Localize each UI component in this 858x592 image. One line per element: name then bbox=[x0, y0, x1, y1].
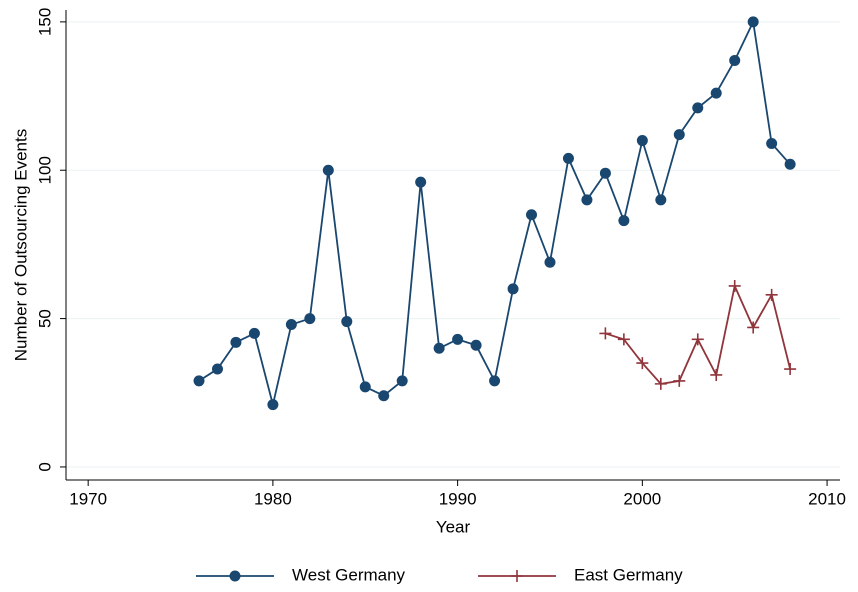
marker bbox=[452, 333, 464, 345]
marker bbox=[193, 375, 205, 387]
marker bbox=[267, 399, 279, 411]
marker bbox=[526, 209, 538, 221]
x-tick-label: 2000 bbox=[623, 489, 661, 508]
legend-label: East Germany bbox=[574, 565, 683, 584]
marker bbox=[341, 316, 353, 328]
marker bbox=[396, 375, 408, 387]
marker bbox=[415, 176, 427, 188]
marker bbox=[729, 54, 741, 66]
marker bbox=[470, 339, 482, 351]
marker bbox=[692, 102, 704, 114]
y-tick-label: 150 bbox=[35, 8, 54, 36]
marker bbox=[636, 135, 648, 147]
marker bbox=[211, 363, 223, 375]
marker bbox=[248, 327, 260, 339]
marker bbox=[765, 288, 778, 301]
y-tick-label: 100 bbox=[35, 156, 54, 184]
marker bbox=[229, 570, 241, 582]
marker bbox=[285, 319, 297, 331]
marker bbox=[599, 327, 612, 340]
x-tick-label: 1970 bbox=[69, 489, 107, 508]
marker bbox=[617, 333, 630, 346]
marker bbox=[618, 215, 630, 227]
legend-label: West Germany bbox=[292, 565, 406, 584]
marker bbox=[710, 368, 723, 381]
marker bbox=[581, 194, 593, 206]
marker bbox=[784, 158, 796, 170]
y-axis-label: Number of Outsourcing Events bbox=[11, 129, 30, 361]
marker bbox=[544, 256, 556, 268]
marker bbox=[728, 279, 741, 292]
marker bbox=[654, 377, 667, 390]
marker bbox=[378, 390, 390, 402]
marker bbox=[304, 313, 316, 325]
x-tick-label: 1980 bbox=[254, 489, 292, 508]
marker bbox=[747, 16, 759, 28]
x-axis-label: Year bbox=[436, 517, 471, 536]
marker bbox=[710, 87, 722, 99]
marker bbox=[230, 336, 242, 348]
marker bbox=[511, 570, 523, 582]
x-tick-label: 1990 bbox=[439, 489, 477, 508]
marker bbox=[784, 363, 797, 376]
y-tick-label: 50 bbox=[35, 309, 54, 328]
marker bbox=[433, 342, 445, 354]
marker bbox=[599, 167, 611, 179]
marker bbox=[562, 152, 574, 164]
marker bbox=[691, 333, 704, 346]
marker bbox=[636, 357, 649, 370]
marker bbox=[359, 381, 371, 393]
marker bbox=[673, 374, 686, 387]
marker bbox=[507, 283, 519, 295]
marker bbox=[322, 164, 334, 176]
marker bbox=[489, 375, 501, 387]
marker bbox=[747, 321, 760, 334]
marker bbox=[655, 194, 667, 206]
marker bbox=[766, 138, 778, 150]
marker bbox=[673, 129, 685, 141]
y-tick-label: 0 bbox=[35, 462, 54, 471]
x-tick-label: 2010 bbox=[808, 489, 846, 508]
